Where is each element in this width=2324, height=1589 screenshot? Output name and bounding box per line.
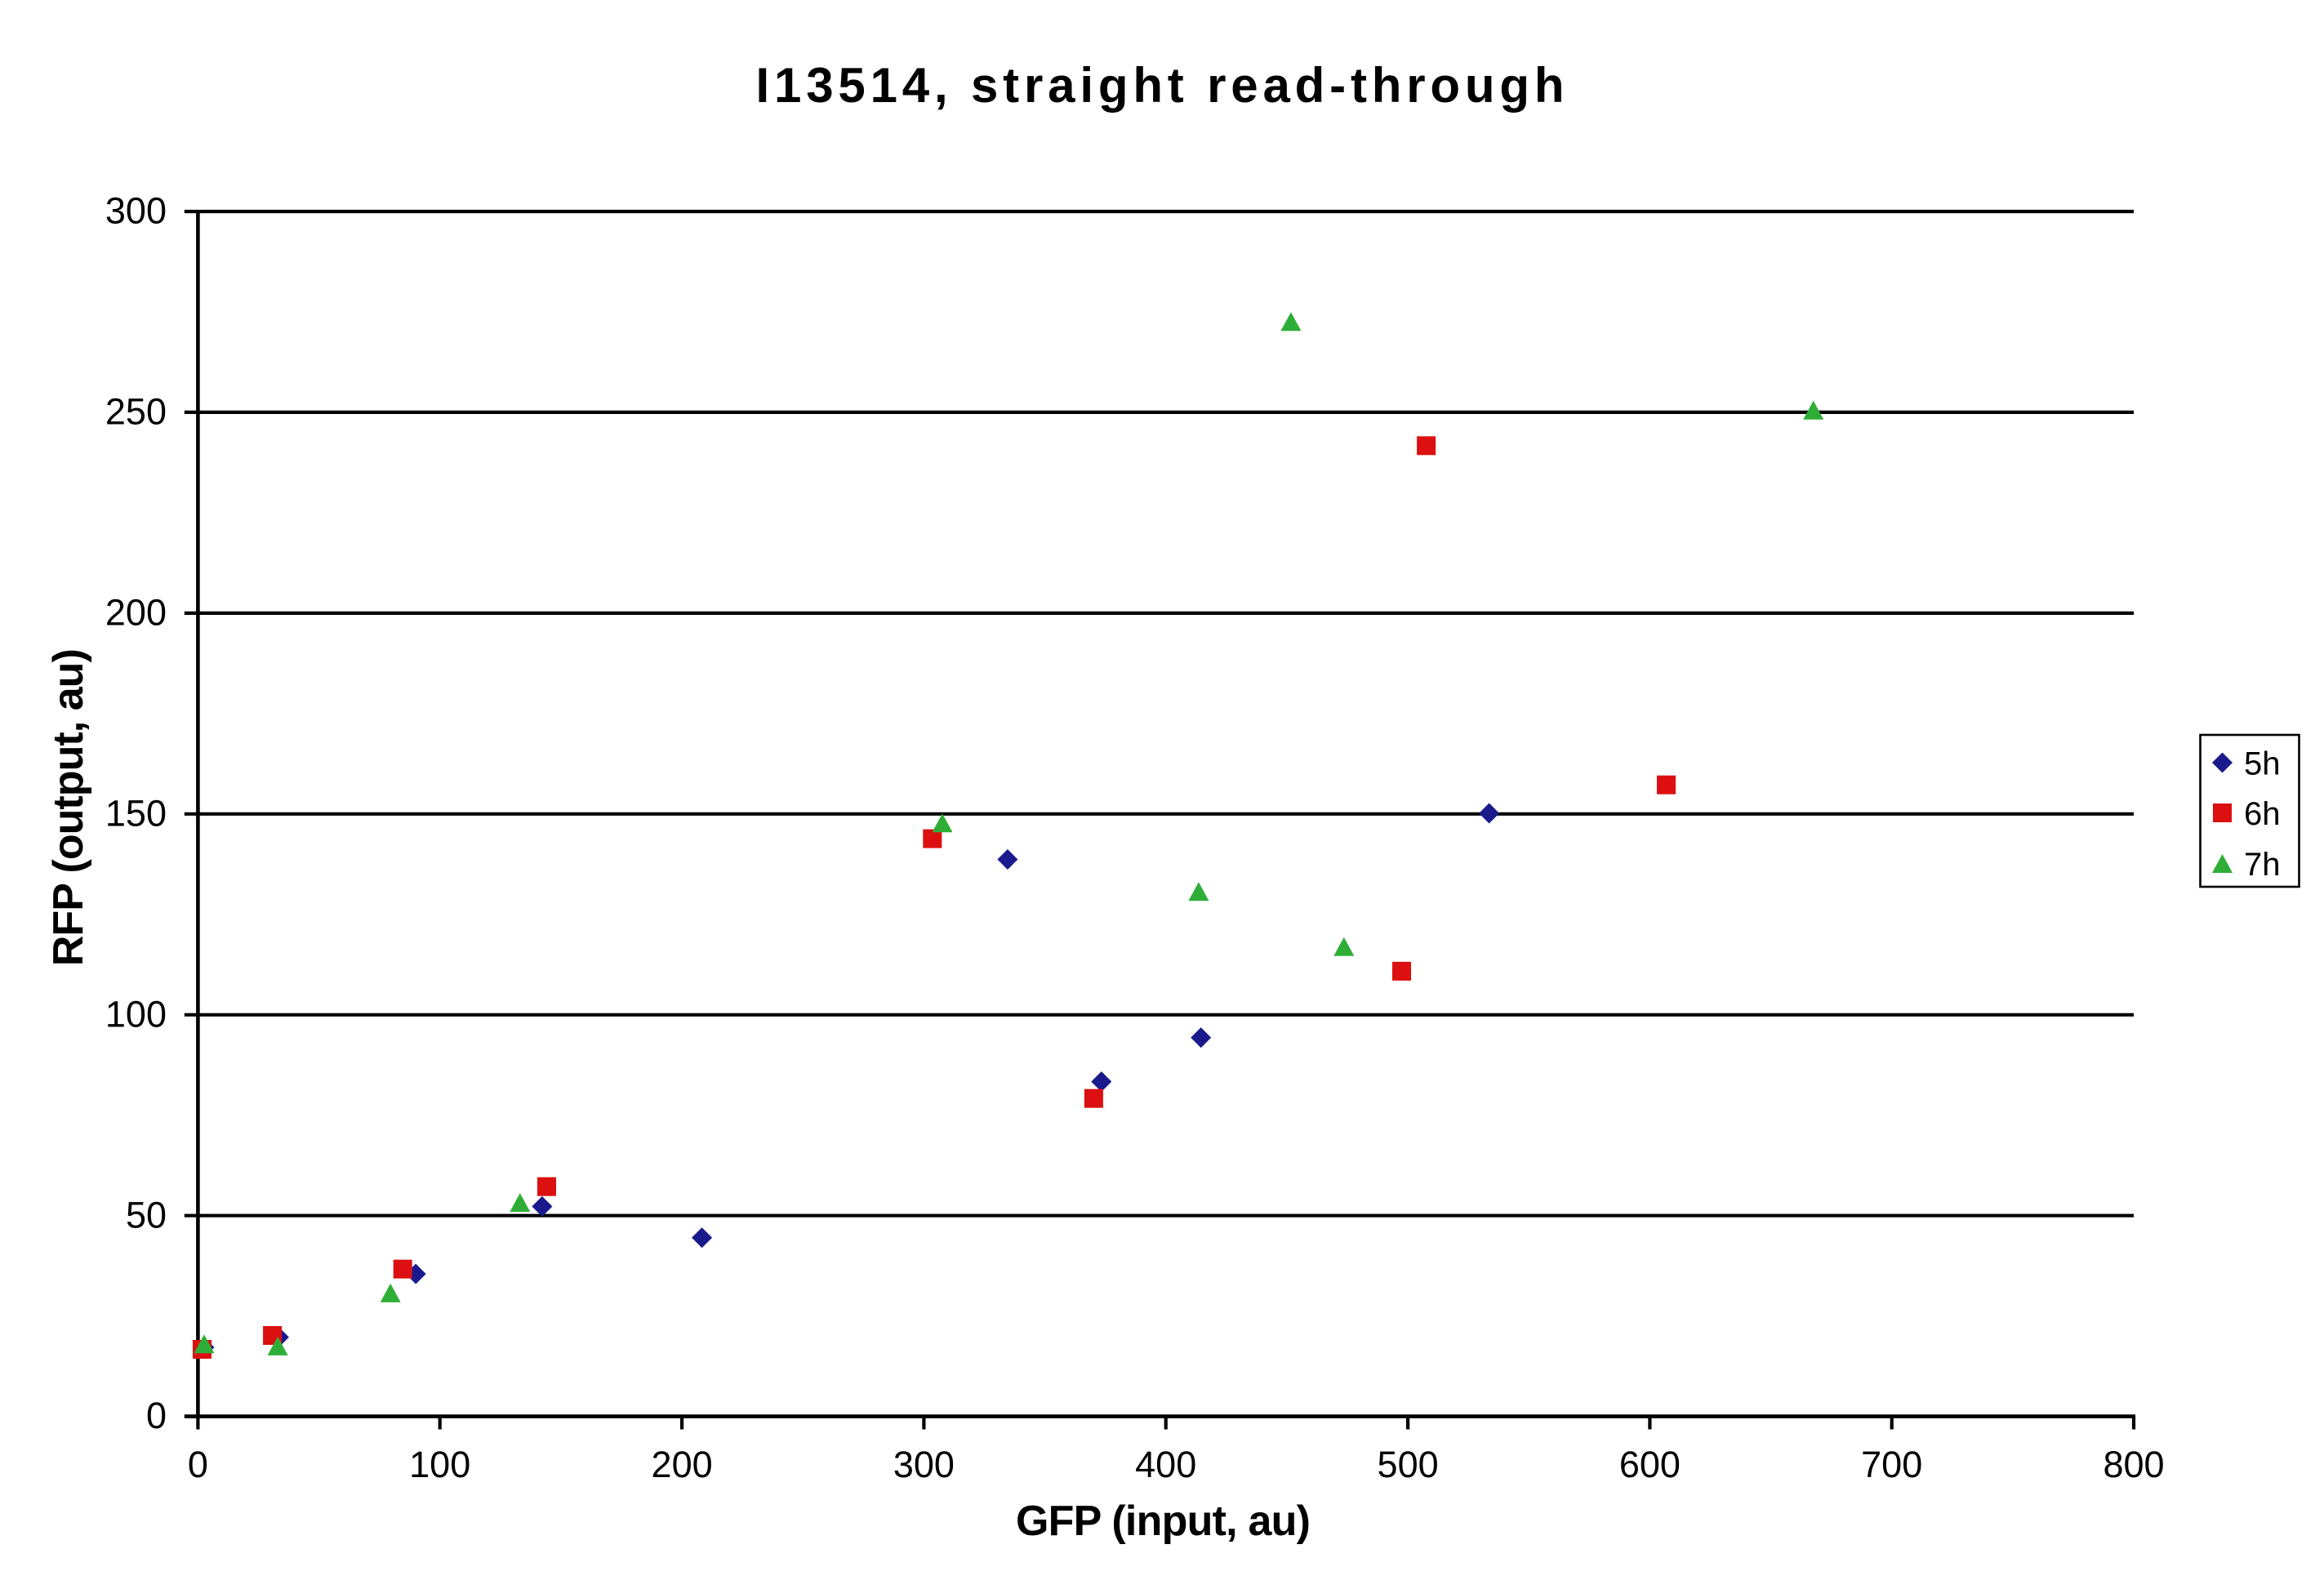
svg-text:100: 100: [409, 1444, 470, 1485]
svg-text:200: 200: [652, 1444, 713, 1485]
svg-text:7h: 7h: [2244, 847, 2281, 883]
svg-text:600: 600: [1619, 1444, 1681, 1485]
svg-text:50: 50: [126, 1194, 167, 1235]
svg-text:GFP (input, au): GFP (input, au): [1016, 1498, 1311, 1545]
svg-text:I13514, straight read-through: I13514, straight read-through: [756, 58, 1565, 113]
svg-text:0: 0: [146, 1395, 167, 1436]
svg-text:300: 300: [893, 1444, 955, 1485]
svg-text:6h: 6h: [2244, 796, 2281, 832]
svg-text:300: 300: [105, 190, 167, 232]
svg-text:400: 400: [1135, 1444, 1196, 1485]
svg-text:150: 150: [105, 792, 167, 834]
svg-text:700: 700: [1861, 1444, 1922, 1485]
svg-text:250: 250: [105, 391, 167, 433]
svg-text:100: 100: [105, 993, 167, 1035]
svg-text:0: 0: [188, 1444, 208, 1485]
svg-text:5h: 5h: [2244, 746, 2281, 782]
svg-text:500: 500: [1378, 1444, 1439, 1485]
svg-text:200: 200: [105, 592, 167, 634]
svg-text:RFP (output, au): RFP (output, au): [45, 648, 92, 966]
svg-text:800: 800: [2103, 1444, 2164, 1485]
